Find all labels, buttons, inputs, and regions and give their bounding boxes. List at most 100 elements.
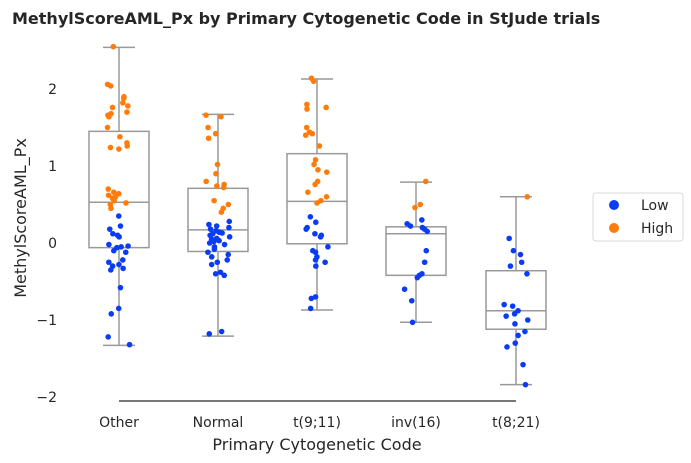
data-point xyxy=(303,124,310,131)
data-point xyxy=(205,249,211,256)
data-point xyxy=(226,234,233,240)
data-point xyxy=(214,161,221,168)
data-point xyxy=(510,247,517,254)
data-point xyxy=(203,112,209,118)
data-point xyxy=(515,332,521,339)
data-point xyxy=(506,235,512,242)
legend-marker-low xyxy=(609,200,619,210)
data-point xyxy=(122,249,129,256)
data-point xyxy=(225,201,232,208)
data-point xyxy=(312,230,318,237)
legend-label-low: Low xyxy=(641,198,669,214)
data-point xyxy=(419,217,425,223)
data-point xyxy=(424,228,431,235)
data-point xyxy=(218,209,225,215)
data-point xyxy=(105,334,112,340)
data-point xyxy=(110,189,117,195)
data-point xyxy=(304,106,310,112)
legend-marker-high xyxy=(609,223,619,233)
data-point xyxy=(119,257,126,263)
data-point xyxy=(207,226,214,232)
legend-label-high: High xyxy=(641,221,673,237)
data-point xyxy=(520,361,526,368)
x-tick-label: t(9;11) xyxy=(293,415,341,431)
data-point xyxy=(307,214,314,220)
data-point xyxy=(116,234,122,240)
data-point xyxy=(219,230,225,236)
data-point xyxy=(323,169,330,175)
data-point xyxy=(206,240,213,246)
data-point xyxy=(118,244,124,250)
data-point xyxy=(208,261,215,268)
x-tick-label: Other xyxy=(99,415,139,431)
data-point xyxy=(110,43,117,50)
data-point xyxy=(312,249,319,256)
data-point xyxy=(120,265,126,272)
data-point xyxy=(124,109,130,115)
data-point xyxy=(414,274,421,281)
legend: Low High xyxy=(592,192,684,242)
data-point xyxy=(220,184,227,191)
data-point xyxy=(214,259,221,266)
data-point xyxy=(214,183,220,189)
data-point xyxy=(524,317,531,323)
data-point xyxy=(117,223,124,229)
data-point xyxy=(105,192,112,199)
data-point xyxy=(507,263,514,269)
data-point xyxy=(105,186,112,192)
data-point xyxy=(303,226,309,232)
data-point xyxy=(310,78,317,85)
y-tick-label: 0 xyxy=(48,236,57,252)
data-point xyxy=(522,328,528,335)
data-point xyxy=(123,200,129,206)
data-point xyxy=(226,224,232,231)
data-point xyxy=(503,313,509,319)
data-point xyxy=(211,197,217,204)
data-point xyxy=(226,218,233,225)
data-point xyxy=(211,238,217,245)
data-point xyxy=(206,331,213,337)
data-point xyxy=(517,251,524,258)
data-point xyxy=(524,271,530,277)
data-point xyxy=(211,246,218,252)
data-point xyxy=(110,230,116,237)
data-point xyxy=(401,286,408,293)
data-point xyxy=(524,194,531,200)
data-point xyxy=(203,178,210,185)
data-point xyxy=(107,83,114,89)
data-point xyxy=(522,381,529,388)
data-point xyxy=(104,124,111,131)
y-tick-label: 1 xyxy=(48,159,57,175)
data-point xyxy=(116,261,122,268)
data-point xyxy=(322,259,328,266)
data-point xyxy=(206,221,212,228)
data-point xyxy=(302,132,309,138)
data-point xyxy=(309,130,316,137)
data-point xyxy=(106,113,112,120)
data-point xyxy=(216,237,222,244)
data-point xyxy=(312,157,319,163)
data-point xyxy=(412,204,418,211)
plot-area: −2 −1 0 1 2 Other Normal t(9;11) inv(16) t(8;21) xyxy=(36,43,547,431)
data-point xyxy=(409,319,416,326)
data-point xyxy=(117,284,124,291)
data-point xyxy=(421,259,428,266)
data-point xyxy=(512,340,519,346)
data-point xyxy=(315,167,321,173)
box-iqr xyxy=(286,152,348,245)
data-point xyxy=(512,321,518,327)
data-point xyxy=(509,303,516,309)
data-point xyxy=(107,144,114,151)
data-point xyxy=(213,223,220,229)
data-point xyxy=(106,259,112,266)
data-point xyxy=(224,257,231,263)
data-point xyxy=(308,295,315,302)
data-point xyxy=(423,247,430,254)
data-point xyxy=(316,143,323,149)
data-point xyxy=(221,272,228,279)
data-point xyxy=(323,194,330,200)
data-point xyxy=(221,241,228,248)
data-point xyxy=(116,146,122,152)
data-point xyxy=(317,234,324,240)
data-point xyxy=(109,104,116,111)
